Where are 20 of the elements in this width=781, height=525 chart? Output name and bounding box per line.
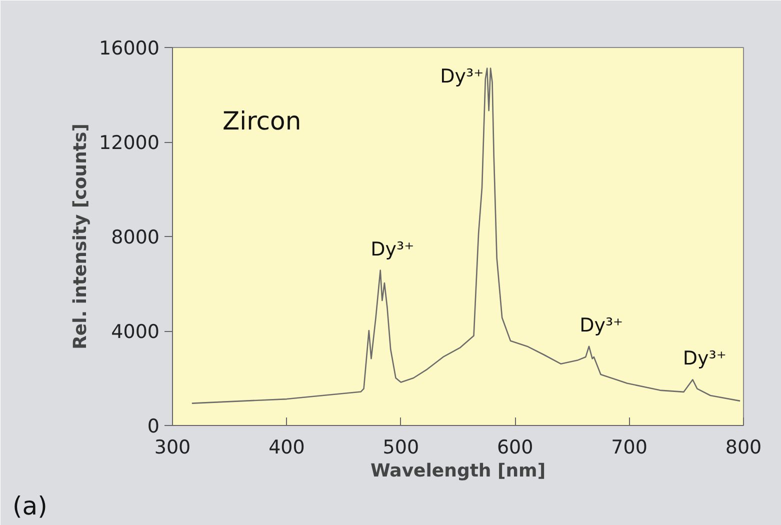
- annotation: Dy³⁺: [440, 65, 484, 88]
- x-axis-title: Wavelength [nm]: [370, 460, 546, 482]
- x-tick-label: 800: [725, 436, 762, 458]
- text: (a): [12, 492, 48, 520]
- y-axis-title: Rel. intensity [counts]: [70, 124, 92, 350]
- x-tick-label: 500: [382, 436, 420, 458]
- x-tick-label: 300: [154, 436, 191, 458]
- annotation: Dy³⁺: [682, 348, 726, 370]
- x-tick-label: 400: [268, 436, 305, 458]
- y-tick-label: 0: [147, 416, 160, 438]
- line-series: [191, 68, 741, 404]
- x-tick-label: 600: [496, 436, 534, 458]
- y-tick-label: 8000: [111, 226, 160, 248]
- annotation: Zircon: [222, 106, 302, 136]
- annotation: Dy³⁺: [580, 314, 624, 336]
- y-tick-label: 16000: [99, 38, 160, 60]
- x-tick-label: 700: [611, 436, 648, 458]
- y-tick-label: 4000: [111, 321, 160, 343]
- annotation: Dy³⁺: [370, 238, 414, 260]
- y-tick-label: 12000: [99, 132, 160, 154]
